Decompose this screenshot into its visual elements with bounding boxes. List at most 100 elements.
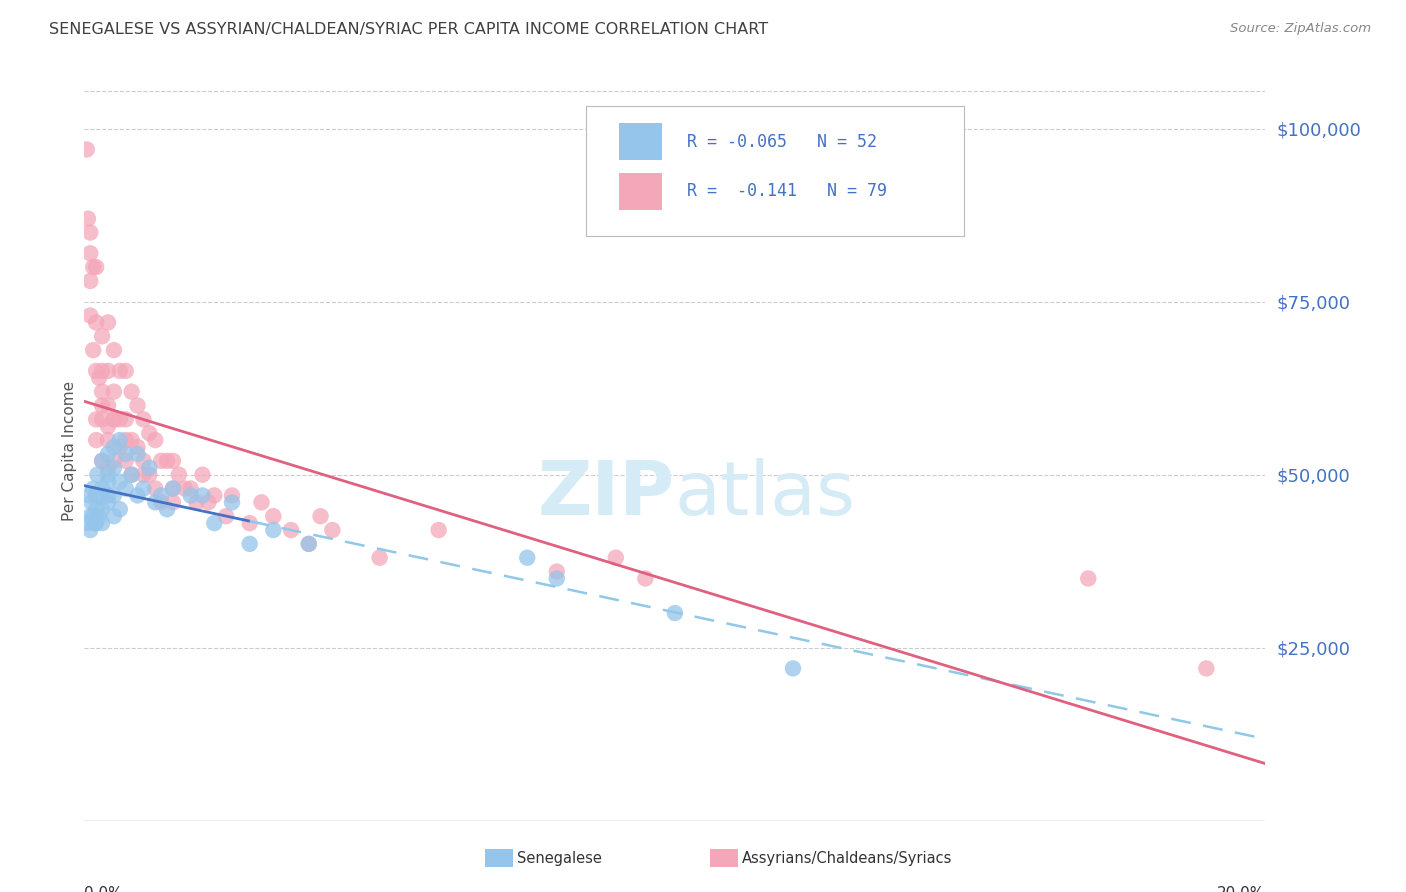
Point	[91, 399, 114, 413]
Point	[239, 516, 262, 530]
Point	[664, 606, 686, 620]
Point	[103, 412, 125, 426]
Point	[298, 537, 321, 551]
Point	[103, 488, 125, 502]
Point	[221, 488, 243, 502]
Point	[91, 412, 114, 426]
Point	[191, 488, 214, 502]
FancyBboxPatch shape	[586, 106, 965, 235]
Point	[82, 343, 104, 358]
Point	[127, 447, 149, 461]
Point	[91, 482, 114, 496]
Point	[309, 509, 332, 524]
Point	[103, 384, 125, 399]
Text: Source: ZipAtlas.com: Source: ZipAtlas.com	[1230, 22, 1371, 36]
Point	[156, 454, 179, 468]
Point	[82, 482, 104, 496]
Point	[114, 412, 136, 426]
Point	[150, 454, 173, 468]
Point	[103, 509, 125, 524]
Point	[79, 523, 101, 537]
Point	[127, 488, 149, 502]
Point	[167, 467, 190, 482]
Point	[79, 509, 101, 524]
Point	[156, 502, 179, 516]
Point	[91, 516, 114, 530]
Point	[91, 454, 114, 468]
Point	[138, 467, 160, 482]
Point	[143, 482, 166, 496]
Point	[114, 482, 136, 496]
Point	[79, 309, 101, 323]
Point	[91, 364, 114, 378]
Point	[79, 246, 101, 260]
Point	[84, 488, 107, 502]
Text: atlas: atlas	[675, 458, 856, 532]
Point	[91, 502, 114, 516]
Point	[84, 433, 107, 447]
Point	[84, 260, 107, 274]
Point	[97, 315, 120, 329]
Point	[262, 509, 284, 524]
Point	[97, 447, 120, 461]
Bar	[620, 123, 662, 161]
Point	[103, 412, 125, 426]
Text: ZIP: ZIP	[537, 458, 675, 532]
Point	[132, 482, 155, 496]
Point	[97, 399, 120, 413]
Text: R = -0.065   N = 52: R = -0.065 N = 52	[686, 133, 877, 151]
Point	[79, 226, 101, 240]
Point	[108, 440, 131, 454]
Point	[86, 467, 108, 482]
Point	[103, 454, 125, 468]
Point	[77, 488, 100, 502]
Point	[108, 364, 131, 378]
Point	[162, 454, 184, 468]
Point	[280, 523, 302, 537]
Point	[180, 488, 202, 502]
Point	[84, 364, 107, 378]
Y-axis label: Per Capita Income: Per Capita Income	[62, 380, 77, 521]
Point	[191, 467, 214, 482]
Point	[114, 454, 136, 468]
Point	[132, 454, 155, 468]
Point	[114, 364, 136, 378]
Point	[97, 488, 120, 502]
Point	[82, 260, 104, 274]
Point	[77, 211, 100, 226]
Point	[114, 433, 136, 447]
Point	[108, 502, 131, 516]
Point	[97, 460, 120, 475]
Text: 20.0%: 20.0%	[1218, 887, 1265, 892]
Point	[143, 495, 166, 509]
Point	[1077, 572, 1099, 586]
Point	[91, 329, 114, 343]
Point	[87, 509, 111, 524]
Point	[516, 550, 538, 565]
Point	[84, 516, 107, 530]
Point	[321, 523, 343, 537]
Point	[80, 495, 103, 509]
Text: Assyrians/Chaldeans/Syriacs: Assyrians/Chaldeans/Syriacs	[742, 851, 953, 865]
Point	[91, 384, 114, 399]
Point	[162, 482, 184, 496]
Point	[173, 482, 195, 496]
Point	[150, 495, 173, 509]
Point	[132, 467, 155, 482]
Point	[103, 440, 125, 454]
Point	[103, 343, 125, 358]
Point	[138, 426, 160, 441]
Point	[97, 467, 120, 482]
Point	[84, 412, 107, 426]
Text: 0.0%: 0.0%	[84, 887, 124, 892]
Point	[84, 315, 107, 329]
Text: Senegalese: Senegalese	[517, 851, 602, 865]
Point	[262, 523, 284, 537]
Point	[180, 482, 202, 496]
Point	[298, 537, 321, 551]
Point	[215, 509, 238, 524]
Point	[127, 440, 149, 454]
Point	[782, 661, 804, 675]
Point	[79, 274, 101, 288]
Point	[138, 460, 160, 475]
